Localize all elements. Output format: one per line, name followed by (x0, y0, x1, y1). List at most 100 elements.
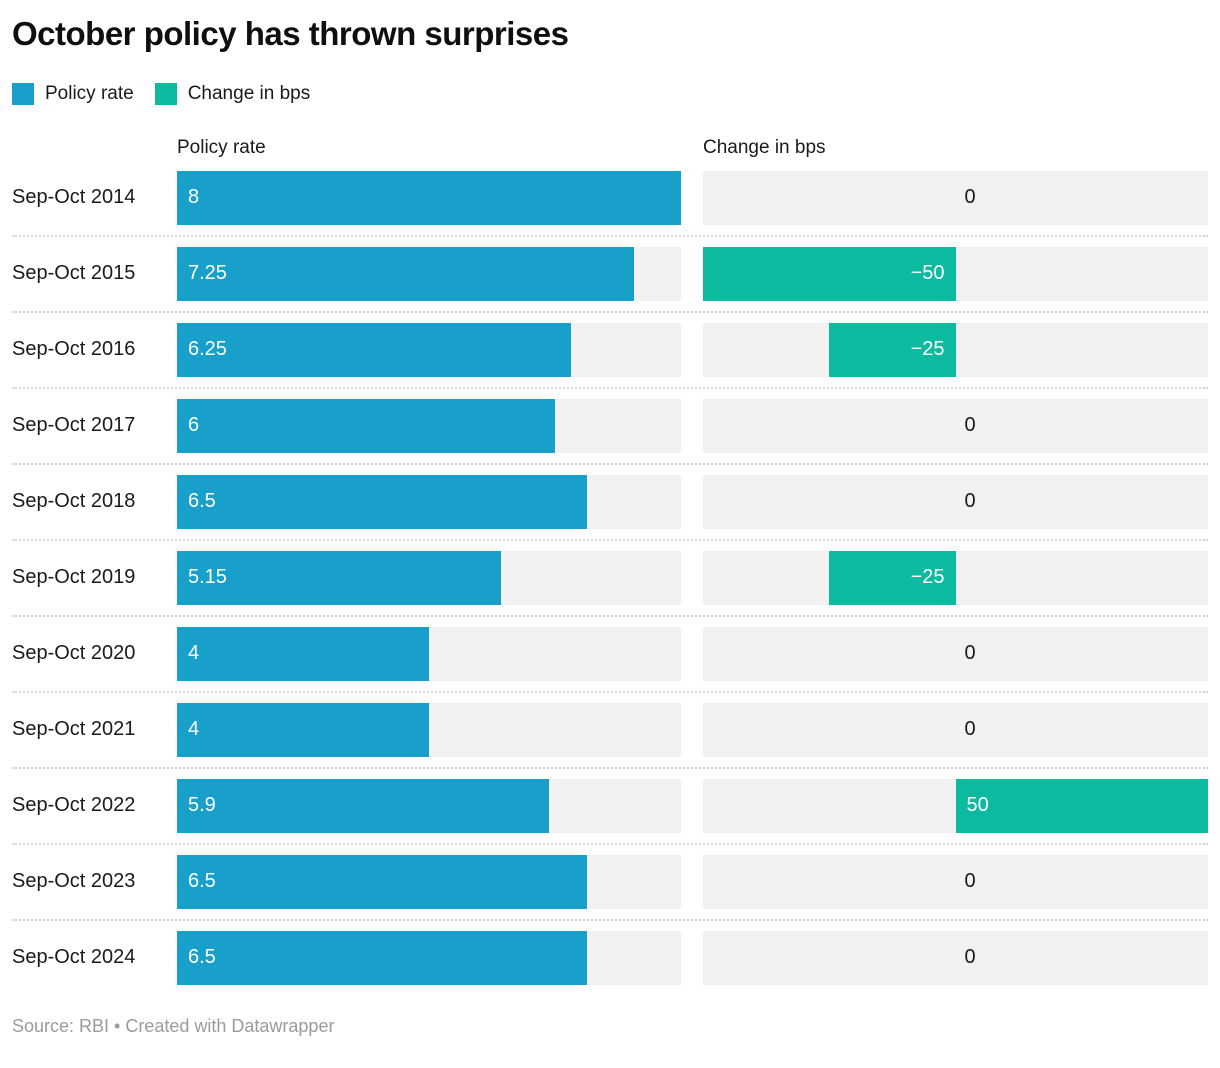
change-bps-bar: −25 (829, 550, 956, 605)
column-headers-spacer (12, 137, 177, 159)
row-label: Sep-Oct 2015 (12, 262, 136, 285)
change-bps-value: 0 (964, 718, 976, 741)
policy-rate-bar: 4 (177, 702, 429, 757)
column-gap (681, 931, 703, 985)
policy-rate-cell: 5.9 (177, 778, 681, 833)
policy-rate-value: 6.5 (188, 490, 216, 513)
change-bps-cell: 0 (703, 854, 1208, 909)
row-separator (12, 766, 1208, 769)
row-separator (12, 614, 1208, 617)
change-bps-value: −50 (910, 262, 945, 285)
column-headers: Policy rate Change in bps (12, 137, 1208, 159)
change-bps-cell: −25 (703, 322, 1208, 377)
change-bps-bar: −25 (829, 322, 956, 377)
policy-rate-cell: 5.15 (177, 550, 681, 605)
row-separator (12, 234, 1208, 237)
row-label: Sep-Oct 2023 (12, 870, 136, 893)
policy-rate-value: 8 (188, 186, 200, 209)
table-row: Sep-Oct 2017 6 0 (12, 398, 1208, 453)
column-gap (681, 399, 703, 453)
column-gap (681, 703, 703, 757)
row-label: Sep-Oct 2017 (12, 414, 136, 437)
policy-rate-value: 5.9 (188, 794, 216, 817)
table-row: Sep-Oct 2022 5.9 50 (12, 778, 1208, 833)
change-bps-cell: 0 (703, 398, 1208, 453)
policy-rate-value: 4 (188, 642, 200, 665)
table-row: Sep-Oct 2015 7.25 −50 (12, 246, 1208, 301)
policy-rate-bar: 4 (177, 626, 429, 681)
bar-track (703, 626, 1208, 681)
policy-rate-cell: 6.5 (177, 930, 681, 985)
column-gap (681, 171, 703, 225)
row-label: Sep-Oct 2019 (12, 566, 136, 589)
policy-rate-bar: 6.5 (177, 474, 587, 529)
change-bps-cell: −25 (703, 550, 1208, 605)
column-header-policy-rate: Policy rate (177, 136, 266, 158)
policy-rate-cell: 4 (177, 702, 681, 757)
bar-track (703, 474, 1208, 529)
row-label: Sep-Oct 2021 (12, 718, 136, 741)
row-label: Sep-Oct 2024 (12, 946, 136, 969)
row-separator (12, 310, 1208, 313)
table-row: Sep-Oct 2023 6.5 0 (12, 854, 1208, 909)
bar-track (703, 170, 1208, 225)
change-bps-value: 0 (964, 642, 976, 665)
policy-rate-value: 6.5 (188, 870, 216, 893)
policy-rate-value: 5.15 (188, 566, 227, 589)
legend-label-policy-rate: Policy rate (45, 83, 134, 105)
legend-swatch-change-in-bps-icon (154, 83, 177, 106)
policy-rate-value: 6 (188, 414, 200, 437)
legend-swatch-policy-rate-icon (12, 83, 34, 106)
policy-rate-bar: 8 (177, 170, 681, 225)
change-bps-cell: 0 (703, 474, 1208, 529)
table-row: Sep-Oct 2018 6.5 0 (12, 474, 1208, 529)
change-bps-bar: −50 (703, 246, 956, 301)
row-label: Sep-Oct 2018 (12, 490, 136, 513)
policy-rate-bar: 5.9 (177, 778, 549, 833)
row-label: Sep-Oct 2020 (12, 642, 136, 665)
column-headers-gap (681, 137, 703, 159)
column-gap (681, 475, 703, 529)
column-gap (681, 627, 703, 681)
change-bps-value: 0 (964, 870, 976, 893)
table-row: Sep-Oct 2019 5.15 −25 (12, 550, 1208, 605)
row-separator (12, 842, 1208, 845)
table-row: Sep-Oct 2014 8 0 (12, 170, 1208, 225)
change-bps-cell: 0 (703, 626, 1208, 681)
policy-rate-value: 6.25 (188, 338, 227, 361)
row-separator (12, 918, 1208, 921)
table-row: Sep-Oct 2021 4 0 (12, 702, 1208, 757)
policy-rate-bar: 6.5 (177, 930, 587, 985)
column-header-change-in-bps: Change in bps (703, 136, 826, 158)
bar-track (703, 398, 1208, 453)
bar-track (703, 702, 1208, 757)
table-row: Sep-Oct 2024 6.5 0 (12, 930, 1208, 985)
policy-rate-bar: 5.15 (177, 550, 502, 605)
table-row: Sep-Oct 2016 6.25 −25 (12, 322, 1208, 377)
row-separator (12, 462, 1208, 465)
policy-rate-cell: 6 (177, 398, 681, 453)
change-bps-value: 0 (964, 490, 976, 513)
policy-rate-cell: 7.25 (177, 246, 681, 301)
column-gap (681, 779, 703, 833)
bar-track (703, 854, 1208, 909)
legend: Policy rate Change in bps (12, 83, 1208, 106)
table-row: Sep-Oct 2020 4 0 (12, 626, 1208, 681)
legend-label-change-in-bps: Change in bps (187, 83, 311, 105)
row-separator (12, 538, 1208, 541)
change-bps-value: 0 (964, 414, 976, 437)
row-label: Sep-Oct 2022 (12, 794, 136, 817)
row-separator (12, 386, 1208, 389)
policy-rate-value: 4 (188, 718, 200, 741)
change-bps-cell: 0 (703, 170, 1208, 225)
change-bps-value: 50 (966, 794, 989, 817)
change-bps-value: 0 (964, 946, 976, 969)
policy-rate-cell: 6.25 (177, 322, 681, 377)
policy-rate-bar: 7.25 (177, 246, 634, 301)
change-bps-value: 0 (964, 186, 976, 209)
row-separator (12, 690, 1208, 693)
chart-rows: Sep-Oct 2014 8 0 Sep-Oct 2015 7.25 −50 Sep-Oct… (12, 170, 1208, 985)
policy-rate-bar: 6.5 (177, 854, 587, 909)
column-gap (681, 247, 703, 301)
policy-rate-value: 7.25 (188, 262, 227, 285)
